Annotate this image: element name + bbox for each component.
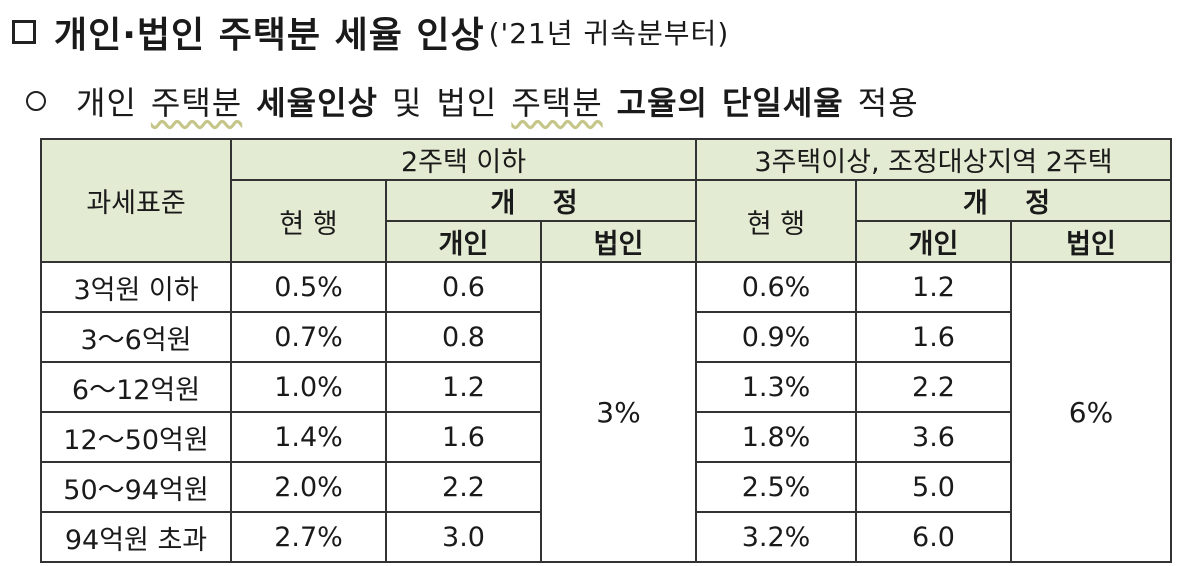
table-row: 50～94억원 2.0% 2.2 2.5% 5.0 — [40, 461, 1171, 513]
group1-current-cell: 0.5% — [230, 261, 387, 313]
group1-individual-header: 개인 — [385, 220, 542, 263]
group2-current-cell: 1.8% — [695, 411, 857, 463]
group2-current-cell: 3.2% — [695, 511, 857, 563]
group2-current-cell: 0.6% — [695, 261, 857, 313]
group1-revised-header: 개 정 — [385, 179, 697, 222]
group1-current-cell: 0.7% — [230, 311, 387, 363]
tax-base-header: 과세표준 — [40, 138, 232, 263]
section-heading: 개인·법인 주택분 세율 인상 ('21년 귀속분부터) — [12, 6, 729, 58]
group1-current-header: 현 행 — [230, 179, 387, 263]
group2-current-cell: 2.5% — [695, 461, 857, 513]
group2-revised-header: 개 정 — [855, 179, 1172, 222]
group2-current-cell: 0.9% — [695, 311, 857, 363]
tax-base-cell: 50～94억원 — [40, 461, 232, 513]
section-title-note: ('21년 귀속분부터) — [488, 17, 730, 50]
sub-heading-word: 적용 — [857, 84, 919, 122]
circle-bullet-icon — [26, 91, 46, 111]
table-row: 6～12억원 1.0% 1.2 1.3% 2.2 — [40, 361, 1171, 413]
sub-heading: 개인 주택분 세율인상 및 법인 주택분 고율의 단일세율 적용 — [26, 78, 933, 124]
group2-individual-cell: 6.0 — [855, 511, 1012, 563]
group2-individual-cell: 3.6 — [855, 411, 1012, 463]
group1-current-cell: 1.4% — [230, 411, 387, 463]
sub-heading-word: 및 — [391, 84, 423, 122]
group2-individual-cell: 2.2 — [855, 361, 1012, 413]
sub-heading-word: 개인 — [76, 84, 137, 122]
sub-heading-word: 단일세율 — [721, 84, 844, 122]
group1-individual-cell: 1.6 — [385, 411, 542, 463]
tax-base-cell: 3～6억원 — [40, 311, 232, 363]
group2-corporate-header: 법인 — [1010, 220, 1172, 263]
tax-rate-table: 과세표준 2주택 이하 3주택이상, 조정대상지역 2주택 현 행 개 정 현 … — [40, 138, 1172, 563]
table-row: 94억원 초과 2.7% 3.0 3.2% 6.0 — [40, 511, 1171, 563]
group2-header: 3주택이상, 조정대상지역 2주택 — [695, 138, 1172, 181]
tax-base-cell: 3억원 이하 — [40, 261, 232, 313]
group2-current-header: 현 행 — [695, 179, 857, 263]
group1-current-cell: 2.0% — [230, 461, 387, 513]
group1-current-cell: 1.0% — [230, 361, 387, 413]
group1-current-cell: 2.7% — [230, 511, 387, 563]
sub-heading-word: 주택분 — [150, 84, 243, 122]
table-row: 3～6억원 0.7% 0.8 0.9% 1.6 — [40, 311, 1171, 363]
group1-header: 2주택 이하 — [230, 138, 697, 181]
tax-base-cell: 12～50억원 — [40, 411, 232, 463]
table-row: 3억원 이하 0.5% 0.6 3% 0.6% 1.2 6% — [40, 261, 1172, 563]
group2-corporate-cell: 6% — [1010, 261, 1172, 563]
sub-heading-word: 세율인상 — [256, 84, 378, 122]
group1-individual-cell: 1.2 — [385, 361, 542, 413]
group1-individual-cell: 3.0 — [385, 511, 542, 563]
sub-heading-word: 법인 — [436, 84, 498, 122]
table-row: 12～50억원 1.4% 1.6 1.8% 3.6 — [40, 411, 1171, 463]
group1-corporate-cell: 3% — [540, 261, 697, 563]
group1-individual-cell: 2.2 — [385, 461, 542, 513]
tax-base-cell: 94억원 초과 — [40, 511, 232, 563]
group1-individual-cell: 0.6 — [385, 261, 542, 313]
group2-individual-cell: 1.6 — [855, 311, 1012, 363]
section-title: 개인·법인 주택분 세율 인상 — [54, 15, 485, 56]
sub-heading-word: 고율의 — [616, 84, 708, 122]
sub-heading-word: 주택분 — [511, 84, 603, 122]
tax-base-cell: 6～12억원 — [40, 361, 232, 413]
square-bullet-icon — [12, 20, 36, 44]
group2-individual-cell: 1.2 — [855, 261, 1012, 313]
group1-individual-cell: 0.8 — [385, 311, 542, 363]
group2-individual-cell: 5.0 — [855, 461, 1012, 513]
group1-corporate-header: 법인 — [540, 220, 697, 263]
group2-current-cell: 1.3% — [695, 361, 857, 413]
group2-individual-header: 개인 — [855, 220, 1012, 263]
